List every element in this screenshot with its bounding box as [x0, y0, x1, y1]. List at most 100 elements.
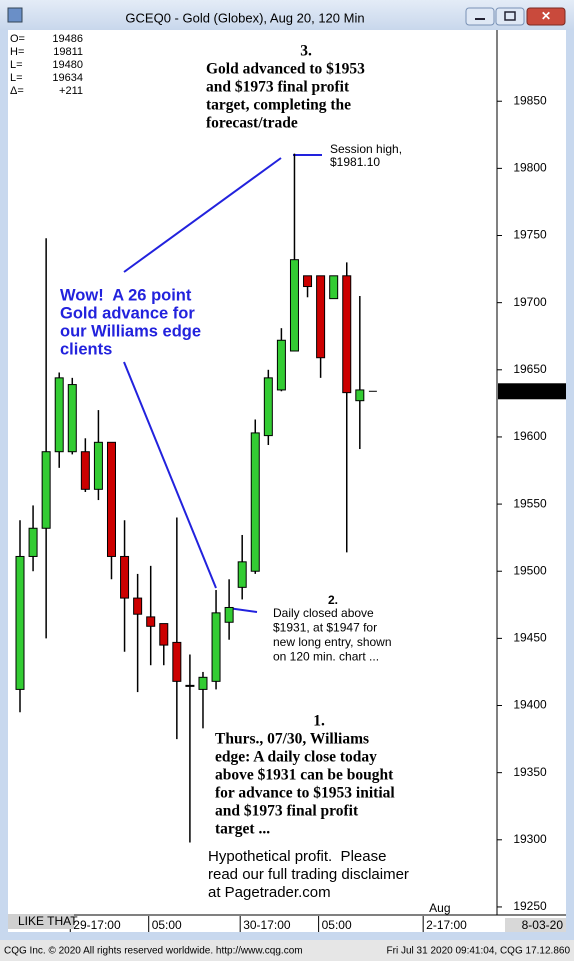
y-tick-label: 19850 [513, 93, 547, 107]
callout-text: Wow! A 26 point [60, 286, 192, 304]
note-text: $1981.10 [330, 155, 380, 169]
note-text: Gold advanced to $1953 [206, 61, 365, 78]
note-text: target, completing the [206, 97, 351, 114]
y-tick-label: 19650 [513, 362, 547, 376]
y-tick-label: 19600 [513, 429, 547, 443]
status-bar [0, 940, 574, 961]
date-box: 8-03-20 [522, 918, 564, 932]
pointer-line [123, 361, 217, 589]
note-text: Session high, [330, 142, 402, 156]
candle-body [237, 561, 247, 588]
x-tick-label: 2-17:00 [426, 918, 467, 932]
pointer-line [123, 157, 282, 273]
note-text: for advance to $1953 initial [215, 785, 395, 802]
candle-body [276, 339, 286, 391]
info-label: L= [10, 59, 23, 71]
callout-text: Gold advance for [60, 304, 195, 322]
callout-text: clients [60, 340, 112, 358]
close-icon: ✕ [541, 9, 551, 23]
footer-left: CQG Inc. © 2020 All rights reserved worl… [4, 946, 303, 957]
y-tick-label: 19400 [513, 698, 547, 712]
candle-body [28, 527, 38, 557]
note-text: new long entry, shown [273, 635, 392, 649]
note-text: forecast/trade [206, 115, 298, 132]
y-tick-label: 19450 [513, 631, 547, 645]
note-number: 1. [313, 713, 325, 730]
note-text: on 120 min. chart ... [273, 650, 379, 664]
window-title: GCEQ0 - Gold (Globex), Aug 20, 120 Min [125, 10, 364, 25]
y-tick-label: 19300 [513, 832, 547, 846]
disclaimer-text: read our full trading disclaimer [208, 866, 409, 883]
candle-body [198, 676, 208, 690]
candle-body [54, 377, 64, 453]
note-text: edge: A daily close today [215, 749, 377, 766]
candle-body [355, 389, 365, 402]
note-text: above $1931 can be bought [215, 767, 394, 784]
note-number: 3. [300, 43, 312, 60]
info-value: 19634 [52, 72, 83, 84]
maximize-icon [504, 11, 516, 21]
x-tick-label: 05:00 [322, 918, 352, 932]
window-controls[interactable]: ✕ [465, 7, 566, 26]
info-value: 19486 [52, 33, 83, 45]
y-tick-label: 19700 [513, 295, 547, 309]
y-tick-label: 19750 [513, 228, 547, 242]
candle-body [41, 451, 51, 529]
note-text: target ... [215, 821, 270, 838]
minimize-button[interactable] [465, 7, 495, 26]
candle-body [159, 623, 169, 646]
info-label: H= [10, 46, 24, 58]
candle-body [329, 275, 339, 300]
date-box-bg [505, 918, 566, 932]
footer-right: Fri Jul 31 2020 09:41:04, CQG 17.12.860 [387, 946, 571, 957]
disclaimer-text: at Pagetrader.com [208, 884, 331, 901]
candle-body [289, 259, 299, 352]
info-value: +211 [59, 85, 83, 97]
candle-body [342, 275, 352, 394]
disclaimer-text: Hypothetical profit. Please [208, 848, 386, 865]
candle-body [93, 441, 103, 490]
callout-text: our Williams edge [60, 322, 201, 340]
y-tick-label: 19350 [513, 765, 547, 779]
candle-body [15, 555, 25, 690]
candle-body [120, 555, 130, 599]
candle-body [250, 432, 260, 572]
candle-body [146, 616, 156, 627]
left-box: LIKE THAT [18, 914, 78, 928]
x-tick-label: 29-17:00 [73, 918, 121, 932]
x-tick-label: 05:00 [152, 918, 182, 932]
candle-body [80, 451, 90, 490]
candle-body [263, 377, 273, 437]
info-value: 19811 [53, 46, 83, 58]
note-text: and $1973 final profit [206, 79, 350, 96]
candle-body [224, 606, 234, 623]
candle-body [211, 612, 221, 682]
x-tick-label: 30-17:00 [243, 918, 291, 932]
candle-body [67, 384, 77, 453]
candle-body [303, 275, 313, 288]
maximize-button[interactable] [495, 7, 525, 26]
last-price-box [498, 383, 566, 400]
info-value: 19480 [52, 59, 83, 71]
candle-body [106, 441, 116, 557]
candle-body [185, 684, 195, 687]
close-button[interactable] [526, 7, 566, 26]
left-box-bg [8, 914, 74, 929]
candle-body [172, 641, 182, 682]
note-text: Thurs., 07/30, Williams [215, 731, 369, 748]
app-icon [7, 7, 23, 23]
y-tick-label: 19500 [513, 563, 547, 577]
note-text: $1931, at $1947 for [273, 621, 377, 635]
info-label: Δ= [10, 85, 24, 97]
y-tick-label: 19800 [513, 161, 547, 175]
info-label: O= [10, 33, 25, 45]
candle-body [133, 597, 143, 615]
note-number: 2. [328, 593, 338, 607]
note-text: Daily closed above [273, 606, 374, 620]
last-price-label: 19634 [530, 383, 564, 397]
candle-body [316, 275, 326, 359]
month-label: Aug [429, 901, 450, 915]
y-tick-label: 19550 [513, 496, 547, 510]
info-label: L= [10, 72, 23, 84]
